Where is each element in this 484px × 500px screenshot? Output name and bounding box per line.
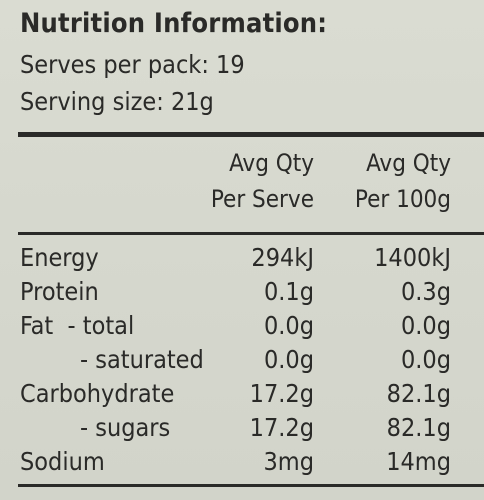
nutrient-name: Fat - total <box>20 311 135 340</box>
table-row-sugars: - sugars 17.2g 82.1g <box>0 411 484 445</box>
header-divider <box>18 132 484 137</box>
table-row-protein: Protein 0.1g 0.3g <box>0 275 484 309</box>
table-row-fat-saturated: - saturated 0.0g 0.0g <box>0 343 484 377</box>
serving-size: Serving size: 21g <box>20 87 214 116</box>
value-per-serve: 0.0g <box>263 311 314 340</box>
value-per-100g: 0.3g <box>400 277 451 306</box>
column-header-per-100g-line1: Avg Qty <box>366 149 451 177</box>
value-per-serve: 3mg <box>263 447 314 476</box>
value-per-100g: 82.1g <box>386 413 451 442</box>
nutrient-name: Sodium <box>20 447 105 476</box>
bottom-divider <box>18 484 484 487</box>
value-per-100g: 0.0g <box>400 345 451 374</box>
serves-per-pack: Serves per pack: 19 <box>20 50 245 79</box>
value-per-serve: 0.0g <box>263 345 314 374</box>
value-per-100g: 0.0g <box>400 311 451 340</box>
panel-title: Nutrition Information: <box>20 8 328 39</box>
table-divider <box>18 232 484 235</box>
column-header-per-100g-line2: Per 100g <box>354 185 451 213</box>
nutrient-name: - saturated <box>80 345 204 374</box>
column-header-per-serve: Avg Qty Per Serve <box>211 145 314 217</box>
column-header-per-100g: Avg Qty Per 100g <box>355 145 451 217</box>
table-row-carbohydrate: Carbohydrate 17.2g 82.1g <box>0 377 484 411</box>
nutrient-name: Carbohydrate <box>20 379 175 408</box>
value-per-100g: 14mg <box>386 447 451 476</box>
value-per-serve: 17.2g <box>249 413 314 442</box>
value-per-100g: 1400kJ <box>374 243 451 272</box>
nutrient-name: Energy <box>20 243 99 272</box>
table-row-energy: Energy 294kJ 1400kJ <box>0 241 484 275</box>
value-per-serve: 294kJ <box>251 243 314 272</box>
value-per-serve: 17.2g <box>249 379 314 408</box>
value-per-100g: 82.1g <box>386 379 451 408</box>
nutrient-name: Protein <box>20 277 99 306</box>
table-row-sodium: Sodium 3mg 14mg <box>0 445 484 479</box>
nutrition-table: Energy 294kJ 1400kJ Protein 0.1g 0.3g Fa… <box>0 241 484 479</box>
table-row-fat-total: Fat - total 0.0g 0.0g <box>0 309 484 343</box>
value-per-serve: 0.1g <box>263 277 314 306</box>
nutrient-name: - sugars <box>80 413 171 442</box>
column-header-per-serve-line1: Avg Qty <box>229 149 314 177</box>
column-header-per-serve-line2: Per Serve <box>210 185 314 213</box>
